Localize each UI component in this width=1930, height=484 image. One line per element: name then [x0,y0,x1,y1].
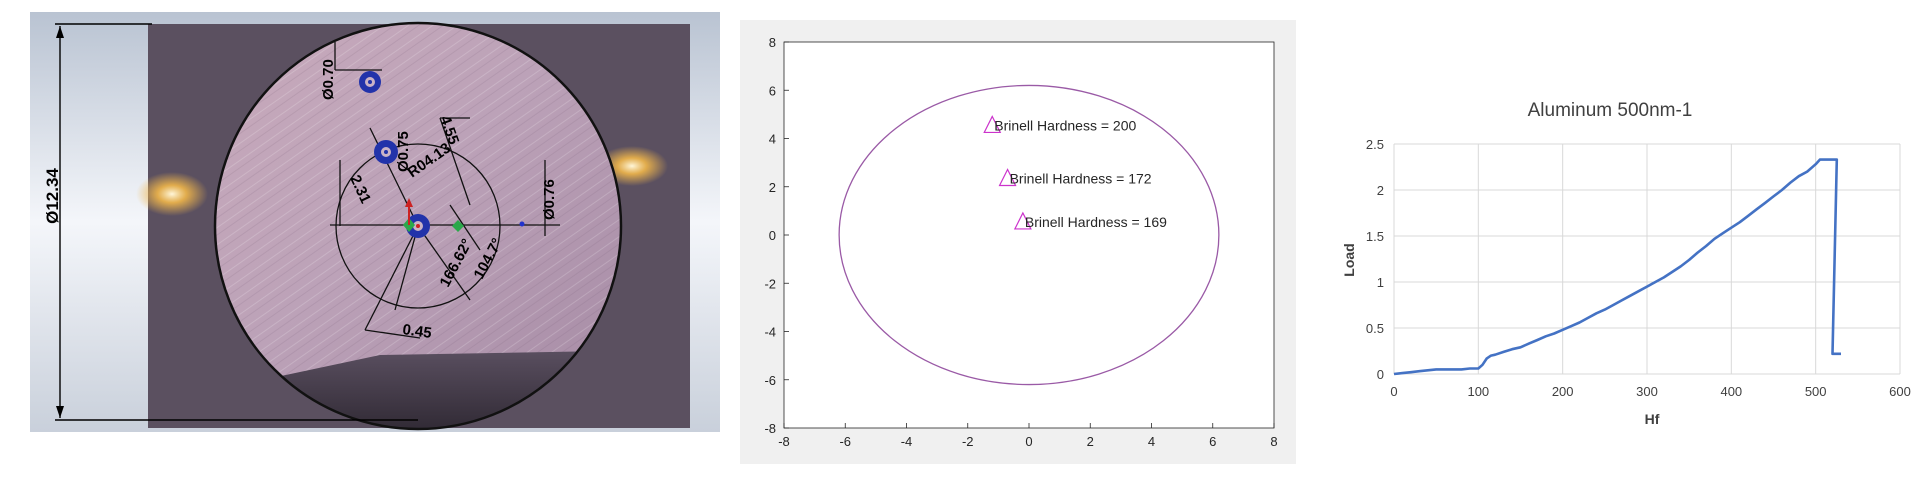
scatter-y-tick-label: -8 [764,421,776,436]
load-curve-line [1393,158,1841,376]
scatter-y-tick-label: -2 [764,276,776,291]
scatter-x-tick-label: -2 [962,434,974,449]
line-chart-y-tick-label: 2 [1377,183,1384,198]
scatter-y-tick-label: -4 [764,325,776,340]
scatter-point-marker [998,168,1017,187]
annotation-d045: 0.45 [401,321,432,342]
scatter-x-tick-label: 2 [1087,434,1094,449]
light-reflection-left [136,172,208,216]
disc-outline [213,21,623,431]
line-chart-title: Aluminum 500nm-1 [1528,100,1693,121]
scatter-x-tick-label: 8 [1270,434,1277,449]
scatter-axis-ticks: -8 -6 -4 -2 0 2 4 6 8 -8 -6 -4 -2 0 2 4 6 8 [764,35,1277,449]
scatter-x-tick-label: 6 [1209,434,1216,449]
line-chart-x-tick-label: 400 [1720,384,1742,399]
line-chart-x-tick-label: 500 [1805,384,1827,399]
scatter-point-label: Brinell Hardness = 169 [1025,214,1167,230]
scatter-x-tick-label: -8 [778,434,790,449]
scatter-point-marker [983,115,1002,134]
line-chart-x-tick-label: 0 [1390,384,1397,399]
line-chart-y-tick-label: 2.5 [1366,137,1384,152]
photo-panel: Ø12.34 [30,12,720,432]
scatter-x-tick-label: -6 [839,434,851,449]
line-chart-series [1393,158,1841,376]
scatter-plot-area [783,41,1275,429]
line-chart-x-tick-label: 100 [1467,384,1489,399]
line-chart-y-tick-label: 0 [1377,367,1384,382]
line-chart-panel: Aluminum 500nm-1 0 0.5 1 1.5 2 2.5 0 100 200 300 4… [1341,100,1911,427]
overall-diameter-dimension [55,23,418,421]
scatter-y-tick-label: 2 [769,180,776,195]
line-chart-x-tick-label: 600 [1889,384,1911,399]
scatter-y-tick-label: 0 [769,228,776,243]
scatter-panel: -8 -6 -4 -2 0 2 4 6 8 -8 -6 -4 -2 0 2 4 6 8 Brinell Hardn… [740,20,1296,464]
annotation-d075: Ø0.75 [395,131,412,172]
line-chart-y-tick-label: 1.5 [1366,229,1384,244]
scatter-y-tick-label: -6 [764,373,776,388]
scatter-y-tick-label: 8 [769,35,776,50]
hole-center [406,214,430,238]
scatter-y-tick-label: 4 [769,132,776,147]
hole-top [359,71,381,93]
annotation-d070: Ø0.70 [320,59,337,100]
line-chart-grid [1393,143,1901,375]
line-chart-axis-ticks: 0 0.5 1 1.5 2 2.5 0 100 200 300 400 500 600 [1366,137,1911,399]
boundary-ellipse [838,84,1220,386]
scatter-x-tick-label: -4 [901,434,913,449]
annotation-d076: Ø0.76 [541,179,558,220]
hole-middle [374,140,398,164]
origin-axes [403,198,525,232]
scatter-point-marker [1013,211,1032,230]
line-chart-x-tick-label: 300 [1636,384,1658,399]
scatter-y-tick-label: 6 [769,83,776,98]
scatter-point-label: Brinell Hardness = 172 [1010,171,1152,187]
line-chart-x-tick-label: 200 [1552,384,1574,399]
line-chart-xlabel: Hf [1645,411,1660,427]
scatter-marks: Brinell Hardness = 200 Brinell Hardness =… [838,84,1220,386]
line-chart-ylabel: Load [1341,243,1357,276]
scatter-point-label: Brinell Hardness = 200 [994,117,1136,133]
overall-diameter-label: Ø12.34 [43,168,62,224]
scatter-x-tick-label: 0 [1025,434,1032,449]
line-chart-y-tick-label: 1 [1377,275,1384,290]
scatter-x-tick-label: 4 [1148,434,1155,449]
line-chart-y-tick-label: 0.5 [1366,321,1384,336]
